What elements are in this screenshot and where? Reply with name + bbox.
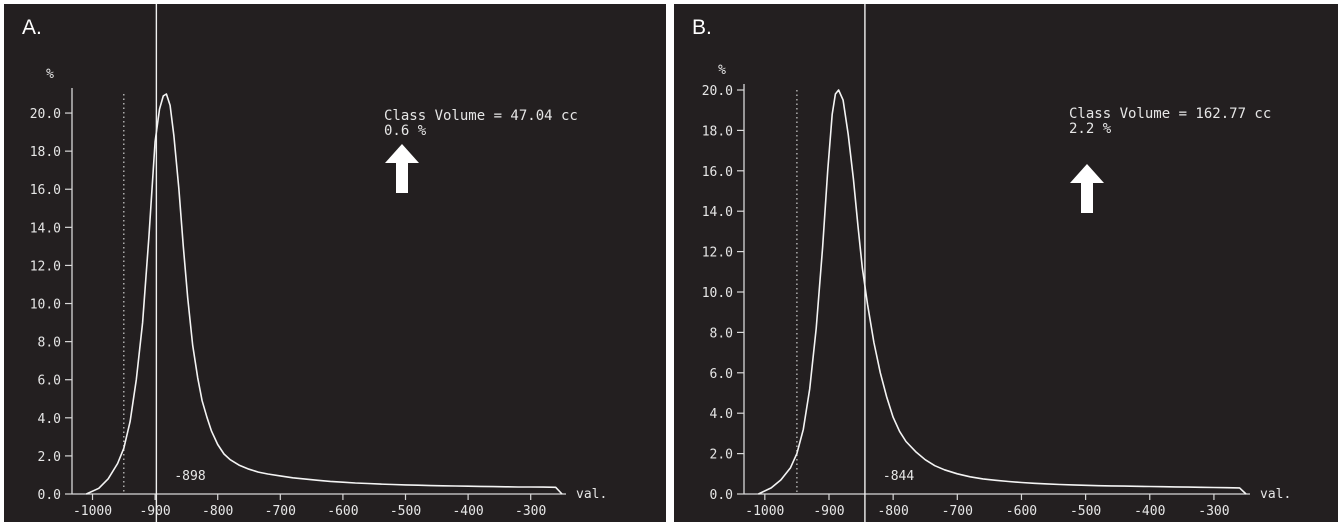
x-tick-label: -1000: [745, 504, 784, 519]
y-tick-label: 4.0: [38, 412, 61, 427]
x-tick-label: -800: [202, 504, 233, 519]
x-axis-label: val.: [576, 487, 607, 502]
y-tick-label: 4.0: [710, 407, 733, 422]
y-tick-label: 0.0: [38, 488, 61, 503]
y-tick-label: 14.0: [702, 205, 733, 220]
y-tick-label: 8.0: [38, 336, 61, 351]
y-tick-label: 14.0: [30, 221, 61, 236]
chart-panel-a: A. 0.0 2.0 4.0 6.0 8.0 10.0 12.0 14.0 16.0 18.0 20…: [4, 4, 666, 522]
class-volume-label: Class Volume = 47.04 cc: [384, 108, 578, 124]
panel-label-b: B.: [692, 16, 712, 39]
y-tick-label: 18.0: [30, 145, 61, 160]
x-tick-label: -600: [327, 504, 358, 519]
y-tick-label: 20.0: [702, 84, 733, 99]
up-arrow-icon: [1070, 164, 1104, 213]
x-tick-label: -800: [877, 504, 908, 519]
y-tick-label: 16.0: [30, 183, 61, 198]
cursor-value-label: -844: [883, 469, 914, 484]
histogram-curve: [85, 93, 563, 495]
histogram-a: 0.0 2.0 4.0 6.0 8.0 10.0 12.0 14.0 16.0 18.0 20.0%…: [30, 4, 607, 522]
y-tick-label: 12.0: [30, 259, 61, 274]
y-tick-label: 20.0: [30, 107, 61, 122]
x-tick-label: -400: [1134, 504, 1165, 519]
x-tick-label: -1000: [73, 504, 112, 519]
y-tick-label: 10.0: [30, 298, 61, 313]
y-axis-label: %: [46, 67, 54, 82]
x-tick-label: -500: [1070, 504, 1101, 519]
y-tick-label: 12.0: [702, 246, 733, 261]
x-tick-label: -600: [1006, 504, 1037, 519]
chart-panel-b: B. 0.0 2.0 4.0 6.0 8.0 10.0 12.0 14.0 16.0 18.0 20…: [674, 4, 1338, 522]
x-tick-label: -500: [390, 504, 421, 519]
x-tick-label: -900: [139, 504, 170, 519]
y-tick-label: 10.0: [702, 286, 733, 301]
y-tick-label: 2.0: [710, 448, 733, 463]
y-axis-label: %: [718, 63, 726, 78]
y-tick-label: 16.0: [702, 165, 733, 180]
y-tick-label: 18.0: [702, 124, 733, 139]
x-tick-label: -700: [265, 504, 296, 519]
cursor-value-label: -898: [174, 469, 205, 484]
y-tick-label: 6.0: [38, 374, 61, 389]
x-tick-label: -300: [1198, 504, 1229, 519]
class-volume-label: Class Volume = 162.77 cc: [1069, 106, 1271, 122]
y-tick-label: 0.0: [710, 488, 733, 503]
y-tick-label: 2.0: [38, 450, 61, 465]
up-arrow-icon: [385, 144, 419, 193]
x-tick-label: -300: [515, 504, 546, 519]
y-tick-label: 6.0: [710, 367, 733, 382]
histogram-b: 0.0 2.0 4.0 6.0 8.0 10.0 12.0 14.0 16.0 18.0 20.0%…: [702, 4, 1291, 522]
x-tick-label: -700: [942, 504, 973, 519]
class-percent-label: 2.2 %: [1069, 121, 1112, 137]
x-axis-label: val.: [1260, 487, 1291, 502]
histogram-curve: [758, 89, 1247, 495]
panel-label-a: A.: [22, 16, 42, 39]
x-tick-label: -400: [452, 504, 483, 519]
x-tick-label: -900: [813, 504, 844, 519]
class-percent-label: 0.6 %: [384, 123, 427, 139]
y-tick-label: 8.0: [710, 326, 733, 341]
